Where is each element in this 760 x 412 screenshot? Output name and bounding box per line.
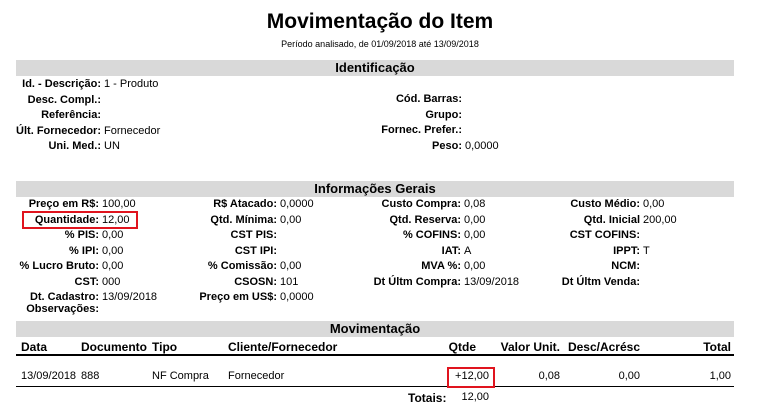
column-header: Desc/Acrésc xyxy=(567,340,640,354)
info-field-value: 13/09/2018 xyxy=(102,291,158,303)
ident-field-value: Fornecedor xyxy=(104,124,161,137)
info-field-label: CST: xyxy=(74,275,99,288)
info-field-value: 000 xyxy=(102,275,121,288)
totais-value: 12,00 xyxy=(461,391,489,403)
column-header: Total xyxy=(703,340,731,354)
info-field-label: Preço em US$: xyxy=(199,291,277,303)
info-field-value: 0,00 xyxy=(102,260,124,272)
info-field-label: Preço em R$: xyxy=(28,198,99,210)
info-field-label: CST COFINS: xyxy=(569,229,640,241)
info-field-label: CST PIS: xyxy=(230,229,277,241)
ident-field-value: UN xyxy=(104,140,120,152)
ident-field-value: 0,0000 xyxy=(465,139,499,152)
info-field-label: Dt Últm Venda: xyxy=(561,275,640,288)
ident-field-label: Peso: xyxy=(432,139,462,152)
info-field-label: % PIS: xyxy=(64,229,99,241)
period-subtitle: Período analisado, de 01/09/2018 até 13/… xyxy=(281,39,479,49)
quantidade-highlight xyxy=(22,211,138,229)
qtde-highlight xyxy=(447,367,495,388)
info-field-label: % Lucro Bruto: xyxy=(19,260,99,272)
section-informacoes-gerais: Informações Gerais xyxy=(16,181,734,197)
ident-field-label: Uni. Med.: xyxy=(48,140,101,152)
ident-field-value: 1 - Produto xyxy=(104,78,159,90)
info-field-value: 100,00 xyxy=(102,198,136,210)
table-cell: 0,08 xyxy=(538,370,560,382)
table-cell: 888 xyxy=(81,370,100,382)
info-field-label: MVA %: xyxy=(421,260,461,272)
ident-field-label: Cód. Barras: xyxy=(395,93,462,105)
totais-label: Totais: xyxy=(408,391,447,405)
table-cell: 13/09/2018 xyxy=(21,370,77,382)
column-header: Qtde xyxy=(448,340,476,354)
table-cell: Fornecedor xyxy=(228,370,285,382)
ident-field-label: Grupo: xyxy=(425,108,462,121)
info-field-value: T xyxy=(643,244,650,257)
header-divider xyxy=(16,354,734,356)
column-header: Cliente/Fornecedor xyxy=(228,340,338,354)
ident-field-label: Referência: xyxy=(41,109,101,121)
info-field-label: NCM: xyxy=(611,260,640,272)
info-field-label: Qtd. Mínima: xyxy=(210,213,277,226)
table-cell: 0,00 xyxy=(618,370,640,382)
column-header: Documento xyxy=(81,340,147,354)
info-field-label: IPPT: xyxy=(613,244,640,257)
info-field-value: 200,00 xyxy=(643,213,677,226)
info-field-label: CSOSN: xyxy=(234,275,277,288)
info-field-label: Custo Compra: xyxy=(381,198,461,210)
ident-field-label: Fornec. Prefer.: xyxy=(381,124,462,136)
info-field-value: 0,0000 xyxy=(280,198,314,210)
ident-field-label: Desc. Compl.: xyxy=(27,93,101,106)
info-field-value: 0,0000 xyxy=(280,291,314,303)
info-field-value: 0,00 xyxy=(102,229,124,241)
column-header: Tipo xyxy=(152,340,178,354)
ident-field-label: Id. - Descrição: xyxy=(22,78,101,90)
info-field-value: 0,00 xyxy=(464,260,486,272)
info-field-label: % IPI: xyxy=(69,244,99,257)
table-cell: NF Compra xyxy=(152,370,209,382)
column-header: Data xyxy=(21,340,48,354)
info-field-label: IAT: xyxy=(441,244,461,257)
column-header: Valor Unit. xyxy=(500,340,560,354)
info-field-value: 0,00 xyxy=(280,260,302,272)
section-movimentacao: Movimentação xyxy=(16,321,734,337)
info-field-value: 12,00 xyxy=(102,213,130,226)
page-title: Movimentação do Item xyxy=(266,10,494,33)
ident-field-label: Últ. Fornecedor: xyxy=(16,124,101,137)
info-field-value: 0,00 xyxy=(464,229,486,241)
info-field-label: Qtd. Inicial xyxy=(583,213,640,226)
info-field-label: Dt. Cadastro: xyxy=(29,291,99,303)
info-field-label: % Comissão: xyxy=(207,260,277,272)
info-field-label: Quantidade: xyxy=(34,213,99,226)
info-field-value: A xyxy=(464,244,472,257)
info-field-value: 13/09/2018 xyxy=(464,275,520,288)
info-field-label: R$ Atacado: xyxy=(213,198,277,210)
info-field-label: CST IPI: xyxy=(234,244,277,257)
table-cell: 1,00 xyxy=(709,370,731,382)
info-field-value: 0,00 xyxy=(102,244,124,257)
info-field-label: Dt Últm Compra: xyxy=(373,275,461,288)
table-cell: +12,00 xyxy=(455,370,489,382)
section-identificacao: Identificação xyxy=(16,60,734,76)
info-field-label: % COFINS: xyxy=(402,229,461,241)
info-field-label: Observações: xyxy=(26,303,99,315)
info-field-value: 0,00 xyxy=(643,198,665,210)
info-field-value: 0,00 xyxy=(280,213,302,226)
info-field-label: Qtd. Reserva: xyxy=(389,213,461,226)
info-field-value: 0,00 xyxy=(464,213,486,226)
row-divider xyxy=(16,386,734,387)
info-field-value: 101 xyxy=(280,275,299,288)
info-field-value: 0,08 xyxy=(464,198,486,210)
info-field-label: Custo Médio: xyxy=(570,198,640,210)
